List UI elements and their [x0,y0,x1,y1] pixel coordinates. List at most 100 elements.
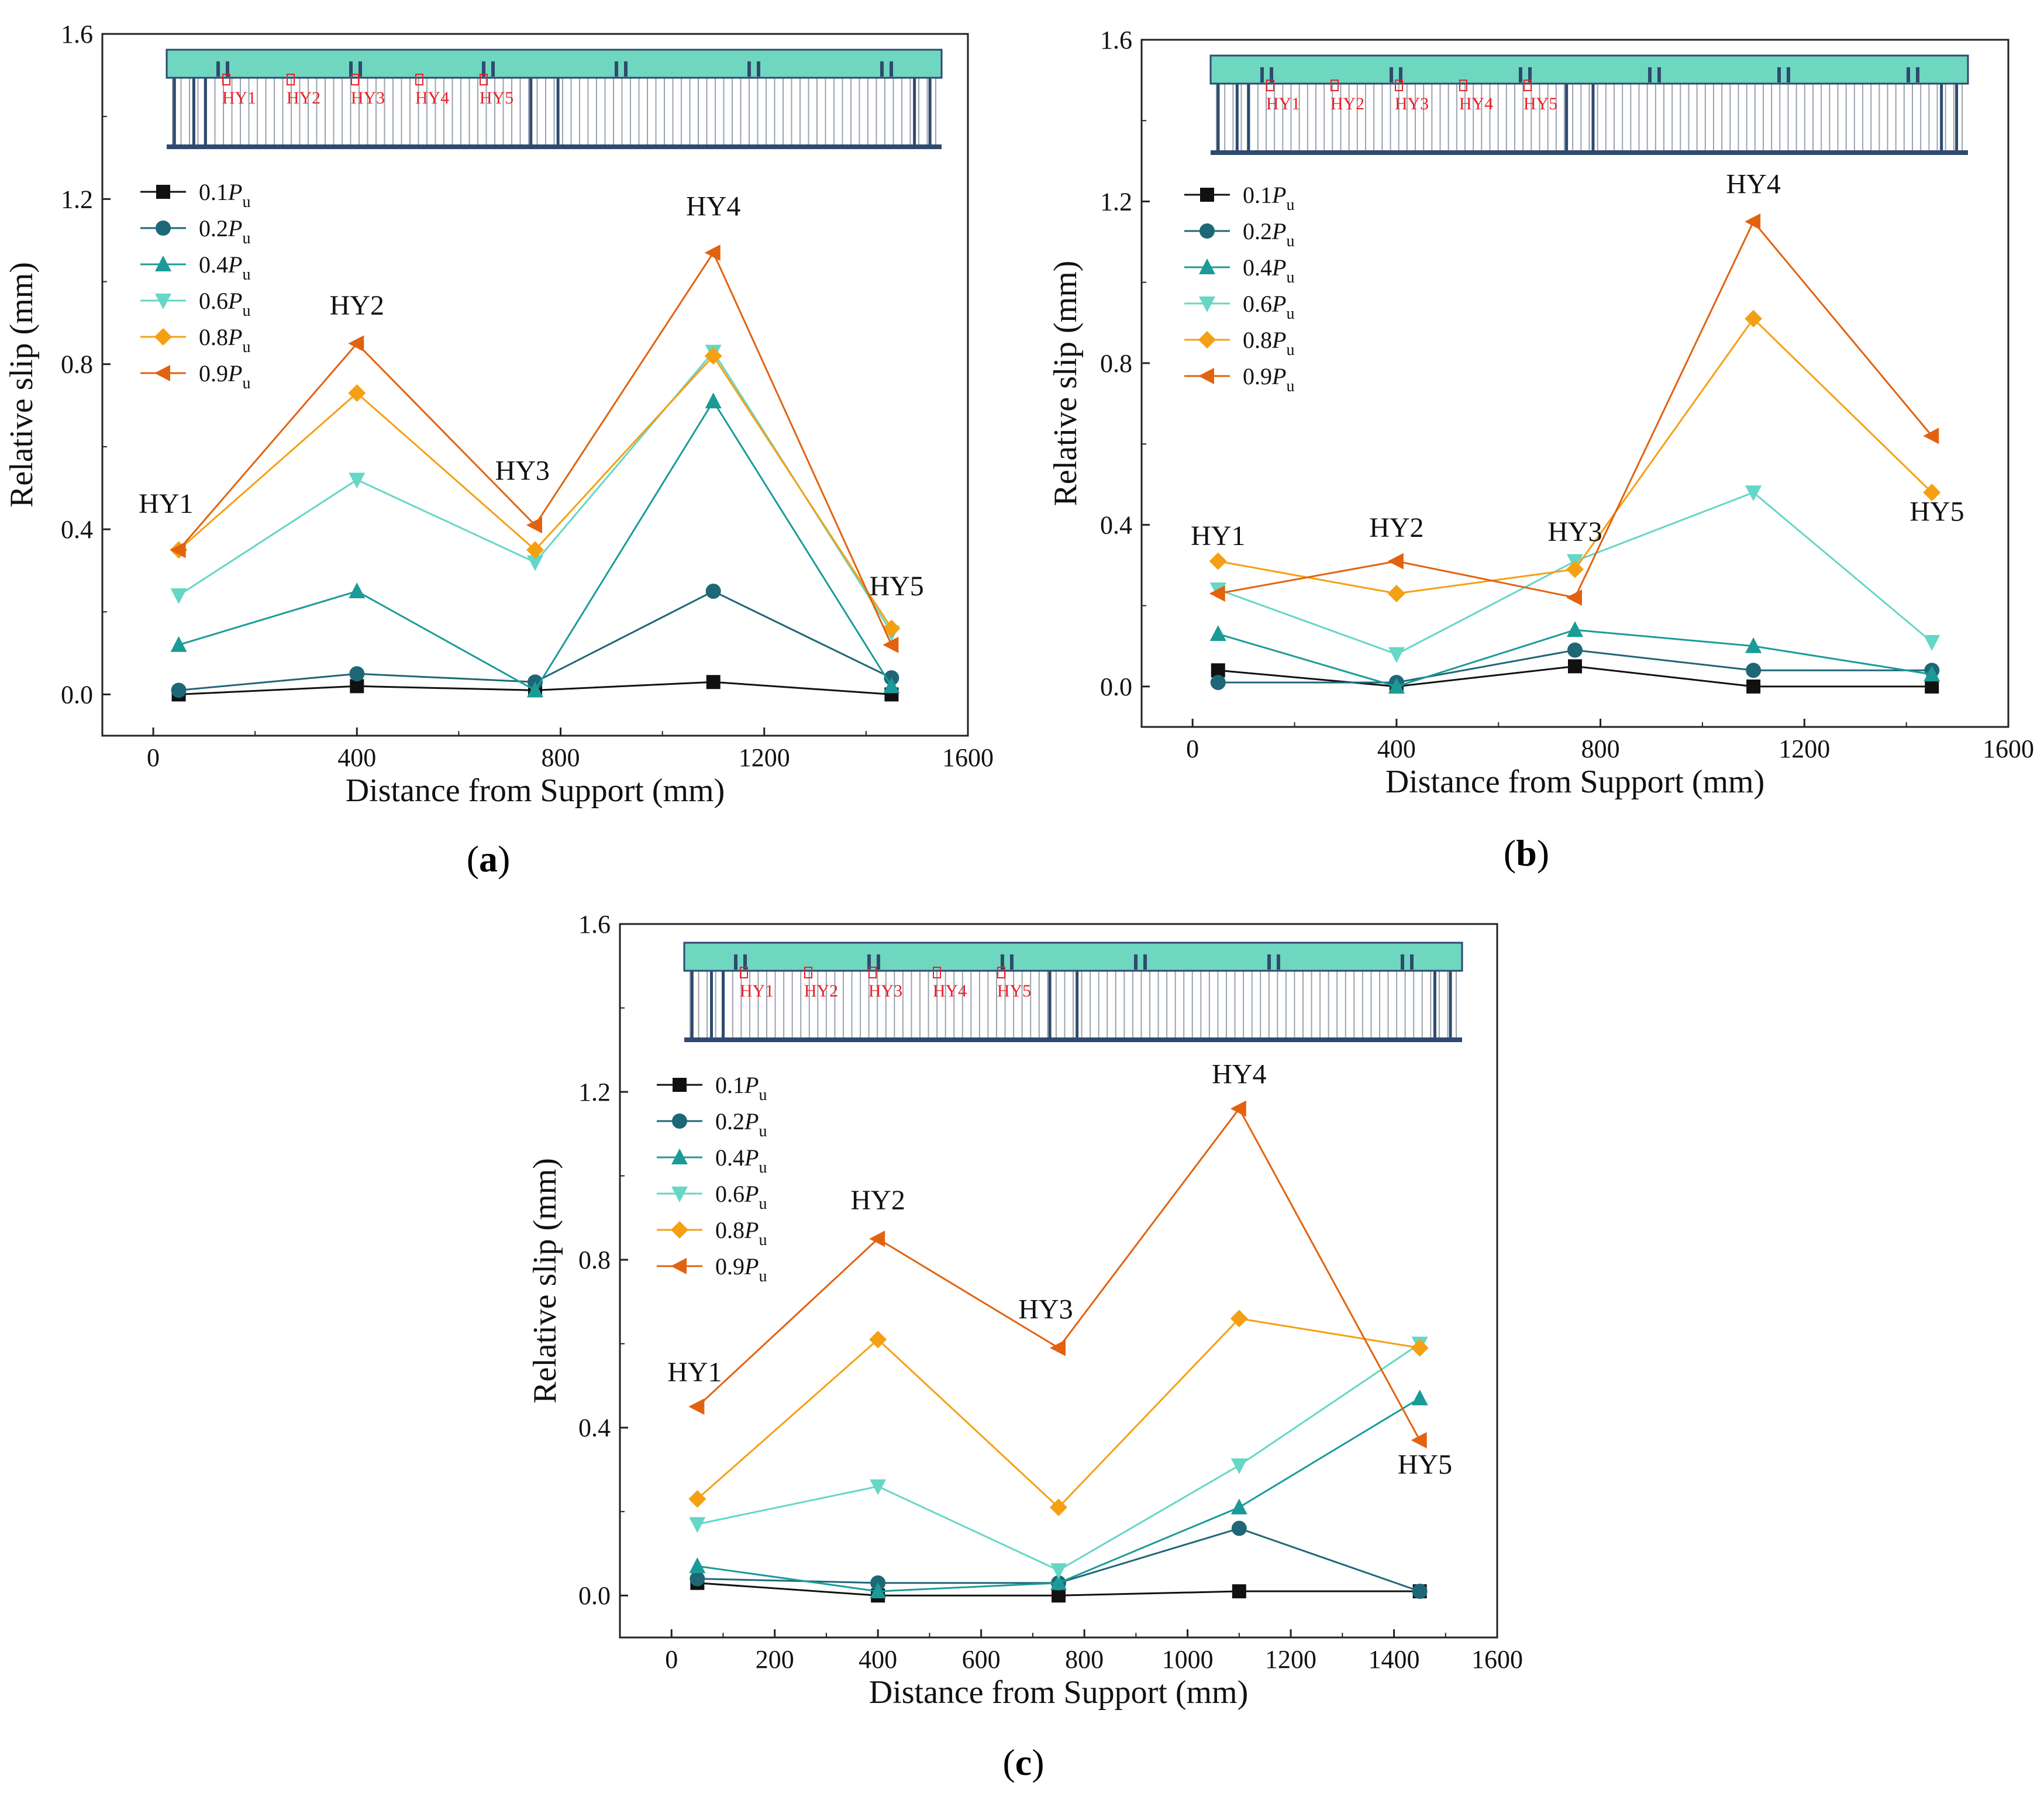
legend-label-p: P [744,1181,759,1207]
series-line-0.9Pu [178,251,892,646]
data-point-0.6Pu [1388,647,1405,663]
x-tick-label: 200 [756,1645,794,1674]
legend-label-sub: u [242,229,250,247]
legend-marker [1200,188,1214,202]
series-line-0.6Pu [178,350,892,633]
shear-stud [1648,67,1652,82]
data-point-0.8Pu [1209,552,1227,570]
legend-label: 0.2Pu [1243,218,1294,250]
series-line-0.6Pu [697,1343,1421,1571]
legend-label-sub: u [242,266,250,284]
beam-label-hy5: HY5 [1523,94,1557,113]
y-tick-label: 0.8 [1100,349,1132,378]
shear-stud [890,61,893,77]
data-point-0.9Pu [1923,427,1939,444]
y-tick-label: 0.8 [61,350,93,379]
caption-letter: c [1015,1742,1032,1783]
legend-label-base: 0.9 [199,360,228,387]
legend-label-p: P [228,324,242,350]
legend-label-p: P [1271,363,1286,389]
legend-label-base: 0.6 [199,288,228,314]
legend-label-sub: u [1286,341,1294,359]
x-tick-label: 1200 [1265,1645,1316,1674]
x-axis-title: Distance from Support (mm) [1385,764,1765,800]
data-point-0.9Pu [348,335,364,352]
legend-label-base: 0.9 [715,1253,744,1280]
plot-frame [1140,39,2009,728]
legend-label-base: 0.2 [1243,218,1272,244]
legend-marker [673,1078,687,1092]
gauge-marker [480,74,488,85]
data-point-0.9Pu [869,1230,885,1247]
shear-stud [1907,67,1910,82]
data-point-0.9Pu [170,542,186,558]
legend-label-base: 0.4 [1243,254,1272,281]
data-point-0.4Pu [1411,1389,1428,1405]
gauge-marker [804,967,812,978]
beam-diagram: HY1 HY2 HY3 HY4 HY5 [683,942,1463,1042]
gauge-marker [222,74,230,85]
data-point-0.4Pu [1230,1498,1247,1515]
legend-label-sub: u [759,1231,767,1249]
x-tick-label: 1400 [1369,1645,1420,1674]
gauge-marker [1523,80,1532,91]
shear-stud [1916,67,1919,82]
legend-label-sub: u [242,193,250,211]
gauge-marker [1395,80,1403,91]
legend-marker [155,256,171,271]
gauge-marker [415,74,423,85]
legend-label-sub: u [1286,377,1294,395]
caption-close: ) [1537,832,1549,874]
y-tick-label: 0.0 [578,1581,611,1610]
gauge-marker [740,967,748,978]
beam-label-hy4: HY4 [933,981,967,1001]
x-axis-title: Distance from Support (mm) [346,773,725,809]
data-point-0.4Pu [1388,677,1405,694]
gauge-marker [1266,80,1274,91]
annotation-hy1: HY1 [139,488,193,519]
series-line-0.4Pu [697,1397,1421,1592]
x-tick-label: 800 [1065,1645,1104,1674]
data-point-0.8Pu [869,1330,887,1349]
shear-stud [747,61,751,77]
data-point-0.4Pu [1745,637,1762,653]
data-point-0.9Pu [883,636,899,653]
data-point-0.9Pu [688,1398,705,1415]
legend-label-sub: u [1286,196,1294,214]
series-line-0.8Pu [178,354,892,629]
panel-a: 0 400 800 1200 1600 0.0 0.4 0.8 1.2 1.6 Distance f… [4,20,994,880]
beam-slab [683,942,1463,972]
data-point-0.9Pu [704,244,721,261]
data-point-0.6Pu [349,473,366,489]
shear-stud [1001,954,1004,970]
annotation-hy1: HY1 [1191,520,1245,551]
legend-label-p: P [1271,291,1286,317]
data-point-0.8Pu [704,347,722,365]
shear-stud [482,61,485,77]
data-point-0.8Pu [688,1490,706,1508]
x-tick-label: 1600 [1471,1645,1523,1674]
gauge-marker [868,967,877,978]
annotation-hy3: HY3 [495,455,550,486]
x-tick-label: 1600 [1983,735,2034,763]
legend-label-sub: u [242,374,250,392]
legend-label: 0.8Pu [715,1217,767,1249]
beam-label-hy5: HY5 [480,88,513,108]
legend-label-p: P [1271,254,1286,281]
data-point-0.9Pu [1387,553,1404,570]
caption-open: ( [1504,832,1516,874]
beam-diagram: HY1 HY2 HY3 HY4 HY5 [166,49,943,149]
legend-label: 0.4Pu [715,1144,767,1177]
y-axis-title: Relative slip (mm) [4,262,40,508]
legend-label-base: 0.6 [1243,291,1272,317]
y-tick-label: 1.2 [61,185,93,213]
annotation-hy5: HY5 [1398,1449,1452,1480]
legend-label-p: P [228,251,242,278]
data-point-0.6Pu [527,555,543,571]
x-tick-label: 0 [147,743,160,772]
data-point-0.4Pu [1924,666,1940,682]
legend-marker [1199,223,1215,239]
shear-stud [226,61,229,77]
